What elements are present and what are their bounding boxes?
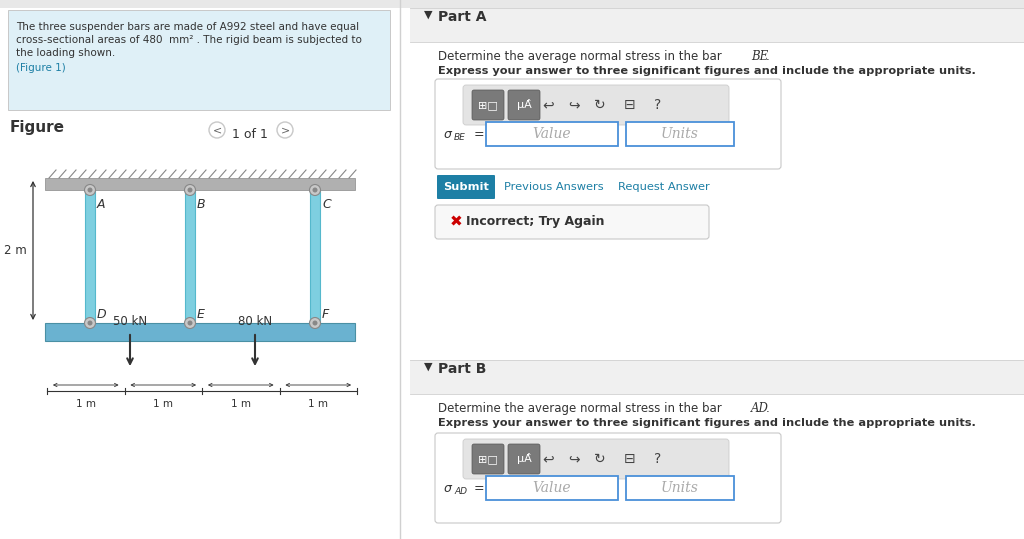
Circle shape: [312, 321, 317, 326]
Text: 50 kN: 50 kN: [113, 315, 147, 328]
Bar: [410, 8, 1024, 42]
Bar: [85, 190, 95, 323]
Text: Units: Units: [662, 127, 699, 141]
Circle shape: [85, 317, 95, 328]
Text: Part A: Part A: [438, 10, 486, 24]
Text: Submit: Submit: [443, 182, 488, 192]
Text: Value: Value: [532, 481, 571, 495]
Text: BE: BE: [751, 50, 768, 63]
Text: the loading shown.: the loading shown.: [16, 48, 116, 58]
Bar: [486, 476, 618, 500]
Text: E: E: [197, 308, 205, 321]
Circle shape: [85, 184, 95, 196]
Text: =: =: [470, 481, 484, 494]
Text: cross-sectional areas of 480  mm² . The rigid beam is subjected to: cross-sectional areas of 480 mm² . The r…: [16, 35, 361, 45]
Circle shape: [187, 321, 193, 326]
FancyBboxPatch shape: [463, 439, 729, 479]
Text: .: .: [766, 50, 770, 63]
Text: Value: Value: [532, 127, 571, 141]
Text: σ: σ: [444, 128, 452, 141]
Text: The three suspender bars are made of A992 steel and have equal: The three suspender bars are made of A99…: [16, 22, 359, 32]
FancyBboxPatch shape: [435, 205, 709, 239]
Text: Previous Answers: Previous Answers: [504, 182, 603, 192]
FancyBboxPatch shape: [472, 444, 504, 474]
Text: ⊟: ⊟: [625, 452, 636, 466]
Text: D: D: [97, 308, 106, 321]
Text: Request Answer: Request Answer: [618, 182, 710, 192]
FancyBboxPatch shape: [435, 433, 781, 523]
Bar: [185, 190, 195, 323]
Bar: [310, 190, 319, 323]
Text: Figure: Figure: [10, 120, 65, 135]
Text: Incorrect; Try Again: Incorrect; Try Again: [466, 216, 604, 229]
Text: Express your answer to three significant figures and include the appropriate uni: Express your answer to three significant…: [438, 418, 976, 428]
Text: B: B: [197, 197, 206, 211]
Text: μÂ: μÂ: [517, 100, 531, 110]
Text: (Figure 1): (Figure 1): [16, 63, 66, 73]
Text: Express your answer to three significant figures and include the appropriate uni: Express your answer to three significant…: [438, 66, 976, 76]
Text: 80 kN: 80 kN: [238, 315, 272, 328]
Text: C: C: [322, 197, 331, 211]
Circle shape: [312, 188, 317, 192]
Bar: [410, 360, 1024, 394]
Bar: [626, 476, 734, 500]
Circle shape: [184, 317, 196, 328]
Circle shape: [309, 317, 321, 328]
Text: ▼: ▼: [424, 10, 432, 20]
Circle shape: [87, 321, 92, 326]
Text: Determine the average normal stress in the bar: Determine the average normal stress in t…: [438, 402, 725, 415]
Bar: [0, 0, 1024, 8]
Bar: [45, 323, 355, 341]
Text: Determine the average normal stress in the bar: Determine the average normal stress in t…: [438, 50, 725, 63]
FancyBboxPatch shape: [508, 444, 540, 474]
Bar: [626, 122, 734, 146]
Text: 1 of 1: 1 of 1: [232, 128, 268, 141]
Text: >: >: [281, 125, 290, 135]
FancyBboxPatch shape: [463, 85, 729, 125]
Text: 2 m: 2 m: [4, 244, 27, 257]
Text: ✖: ✖: [450, 215, 463, 230]
Text: .: .: [766, 402, 770, 415]
Text: ?: ?: [654, 452, 662, 466]
Text: =: =: [470, 128, 484, 141]
Text: ↩: ↩: [542, 98, 554, 112]
Text: AD: AD: [751, 402, 769, 415]
Circle shape: [309, 184, 321, 196]
Text: σ: σ: [444, 481, 452, 494]
Text: ⊞□: ⊞□: [478, 100, 498, 110]
FancyBboxPatch shape: [472, 90, 504, 120]
Text: ⊟: ⊟: [625, 98, 636, 112]
Circle shape: [87, 188, 92, 192]
Text: <: <: [212, 125, 221, 135]
Text: ↪: ↪: [568, 452, 580, 466]
Circle shape: [187, 188, 193, 192]
Text: 1 m: 1 m: [308, 399, 329, 409]
FancyBboxPatch shape: [437, 175, 495, 199]
Text: Part B: Part B: [438, 362, 486, 376]
Text: ↻: ↻: [594, 98, 606, 112]
Text: ↪: ↪: [568, 98, 580, 112]
Text: 1 m: 1 m: [76, 399, 96, 409]
Text: BE: BE: [454, 133, 466, 142]
Bar: [45, 178, 355, 190]
Bar: [486, 122, 618, 146]
Bar: [8, 10, 390, 110]
FancyBboxPatch shape: [508, 90, 540, 120]
Text: ↩: ↩: [542, 452, 554, 466]
Text: F: F: [322, 308, 330, 321]
Text: ▼: ▼: [424, 362, 432, 372]
Text: Units: Units: [662, 481, 699, 495]
Text: 1 m: 1 m: [154, 399, 173, 409]
FancyBboxPatch shape: [435, 79, 781, 169]
Text: ?: ?: [654, 98, 662, 112]
Text: μÂ: μÂ: [517, 453, 531, 465]
Text: A: A: [97, 197, 105, 211]
Text: 1 m: 1 m: [230, 399, 251, 409]
Text: ↻: ↻: [594, 452, 606, 466]
Text: AD: AD: [454, 487, 467, 495]
Text: ⊞□: ⊞□: [478, 454, 498, 464]
Circle shape: [184, 184, 196, 196]
